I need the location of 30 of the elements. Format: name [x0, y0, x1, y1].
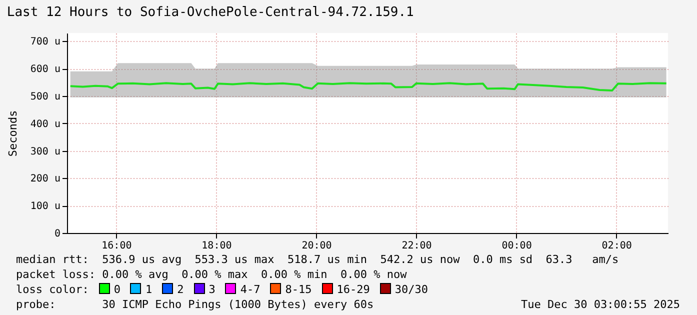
x-tick-label: 20:00 [302, 240, 332, 252]
text: 8-15 [285, 283, 312, 296]
text: 0 [114, 283, 120, 296]
y-tick-label: 100 u [30, 201, 60, 212]
x-tick-label: 16:00 [102, 240, 132, 252]
text: packet loss: 0.00 % avg 0.00 % max 0.00 % min 0.00 % now [16, 267, 408, 282]
y-tick-label: 500 u [30, 92, 60, 103]
x-tick-label: 00:00 [502, 240, 532, 252]
text: Tue Dec 30 03:00:55 2025 [521, 297, 680, 312]
y-tick-label: 600 u [30, 64, 60, 76]
x-tick-label: 22:00 [402, 240, 432, 252]
text: 2 [177, 283, 184, 296]
text: probe: 30 ICMP Echo Pings (1000 Bytes) every 60s [16, 298, 374, 311]
y-tick-label: 700 u [30, 36, 60, 48]
line-series [69, 82, 668, 92]
y-axis-title: Seconds [6, 110, 20, 157]
x-tick-label: 18:00 [202, 240, 232, 252]
y-tick-label: 200 u [30, 174, 60, 185]
y-tick-label: 0 [54, 228, 60, 240]
text: 4-7 [240, 283, 260, 296]
text: loss color: [16, 283, 89, 296]
y-tick-label: 300 u [30, 146, 60, 158]
text: 3 [208, 283, 216, 296]
x-tick-label: 02:00 [602, 240, 632, 252]
chart-title: Last 12 Hours to Sofia-OvchePole-Central-94.72.159.1 [6, 5, 414, 20]
y-tick-label: 400 u [30, 118, 60, 130]
text: 1 [145, 283, 152, 296]
text: 16-29 [336, 283, 370, 296]
text: 30/30 [394, 283, 428, 296]
text: median rtt: 536.9 us avg 553.3 us max 518.7 us min 542.2 us now 0.0 ms sd 63.3 am/s [16, 252, 620, 267]
